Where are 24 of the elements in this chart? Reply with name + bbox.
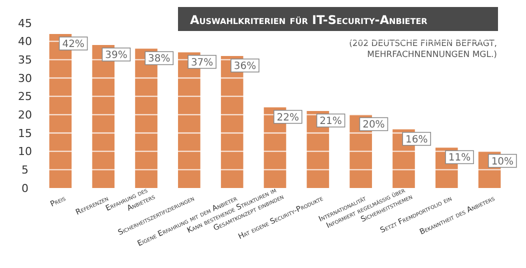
y-tick-label: 30: [18, 72, 32, 85]
text: (202 DEUTSCHE FIRMEN BEFRAGT, MEHRFACHNENNUNGEN MGL.): [349, 39, 497, 60]
data-label: 22%: [276, 112, 299, 124]
data-label: 16%: [406, 134, 428, 146]
data-label: 39%: [105, 50, 128, 61]
chart-title: Auswahlkriterien für IT-Security-Anbieter: [190, 13, 428, 27]
data-label: 38%: [148, 54, 170, 65]
data-label: 42%: [62, 39, 84, 50]
y-tick-label: 35: [18, 54, 32, 67]
y-tick-label: 0: [22, 182, 28, 195]
y-tick-label: 5: [22, 164, 28, 177]
data-label: 10%: [491, 156, 514, 168]
y-tick-label: 45: [18, 16, 32, 30]
y-tick-label: 40: [18, 35, 32, 48]
data-label: 21%: [320, 116, 342, 127]
y-tick-label: 15: [18, 126, 32, 140]
y-tick-label: 25: [18, 90, 32, 104]
data-label: 37%: [190, 57, 214, 68]
data-label: 20%: [362, 120, 385, 131]
data-label: 36%: [234, 61, 256, 72]
y-tick-label: 20: [18, 108, 32, 122]
y-tick-label: 10: [18, 145, 32, 158]
data-label: 11%: [448, 152, 471, 164]
title-banner: Auswahlkriterien für IT-Security-Anbieter: [178, 7, 498, 31]
